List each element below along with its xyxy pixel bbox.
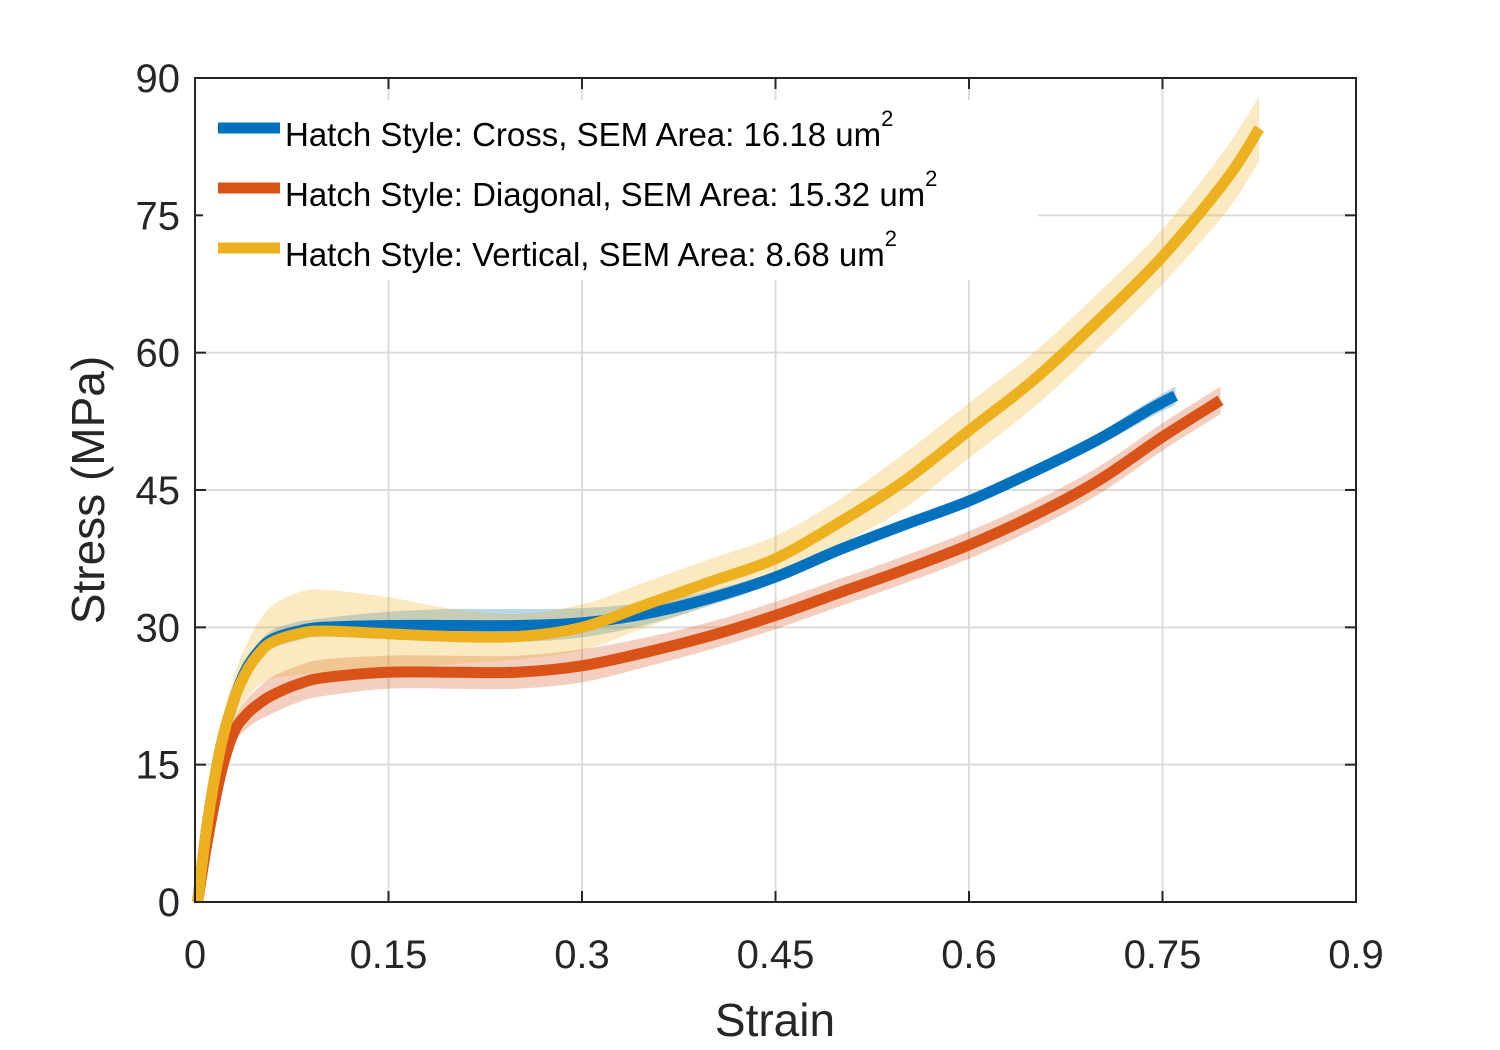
series-line-vertical [192, 125, 1264, 903]
legend: Hatch Style: Cross, SEM Area: 16.18 um2H… [203, 100, 1038, 280]
y-tick-label: 45 [136, 469, 181, 513]
y-tick-label: 90 [136, 57, 181, 101]
x-tick-label: 0.75 [1124, 933, 1202, 977]
y-tick-label: 60 [136, 332, 181, 376]
x-tick-label: 0.15 [350, 933, 428, 977]
y-tick-label: 15 [136, 744, 181, 788]
legend-superscript: 2 [885, 226, 897, 251]
legend-superscript: 2 [881, 106, 893, 131]
x-tick-label: 0.6 [941, 933, 997, 977]
legend-box [203, 100, 1038, 280]
grid-lines [195, 78, 1356, 902]
y-tick-label: 30 [136, 606, 181, 650]
legend-superscript: 2 [925, 166, 937, 191]
x-axis-title: Strain [715, 994, 835, 1046]
x-tick-label: 0 [184, 933, 206, 977]
y-tick-label: 0 [158, 881, 180, 925]
x-tick-label: 0.3 [554, 933, 610, 977]
y-tick-label: 75 [136, 194, 181, 238]
y-axis-title: Stress (MPa) [62, 356, 114, 624]
axis-ticks [194, 77, 1357, 903]
x-tick-label: 0.9 [1328, 933, 1384, 977]
tick-labels: 0 0.15 0.3 0.45 0.6 0.75 0.9 0 15 30 45 60 75 90 [136, 57, 1384, 977]
series-lines [192, 125, 1264, 903]
band-diagonal [197, 386, 1221, 902]
series-line-diagonal [192, 395, 1224, 903]
x-tick-label: 0.45 [737, 933, 815, 977]
